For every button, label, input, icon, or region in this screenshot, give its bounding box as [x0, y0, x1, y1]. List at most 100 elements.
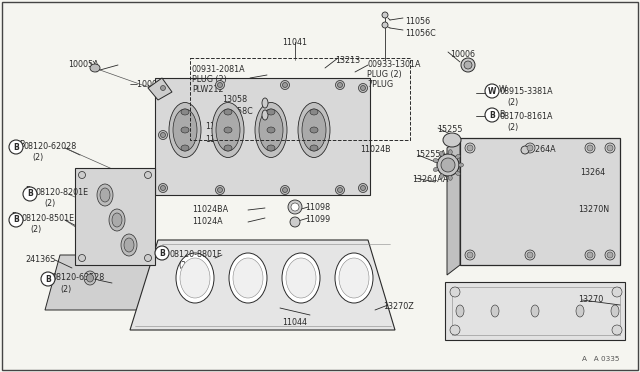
- Ellipse shape: [86, 274, 93, 282]
- Ellipse shape: [358, 183, 367, 192]
- Ellipse shape: [216, 186, 225, 195]
- Ellipse shape: [262, 110, 268, 120]
- Text: B: B: [19, 140, 24, 149]
- Text: 13058C: 13058C: [222, 107, 253, 116]
- Text: B: B: [27, 189, 33, 199]
- Text: 13058: 13058: [222, 95, 247, 104]
- Ellipse shape: [456, 154, 460, 159]
- Ellipse shape: [282, 253, 320, 303]
- Ellipse shape: [437, 154, 459, 176]
- Ellipse shape: [310, 127, 318, 133]
- Text: 15255: 15255: [437, 125, 463, 134]
- Text: PLUG (2): PLUG (2): [367, 70, 402, 79]
- Ellipse shape: [458, 163, 463, 167]
- Ellipse shape: [233, 258, 263, 298]
- Ellipse shape: [335, 186, 344, 195]
- Text: 13270Z: 13270Z: [383, 302, 413, 311]
- Ellipse shape: [212, 103, 244, 157]
- Text: 08120-63528: 08120-63528: [52, 273, 105, 282]
- Text: 00933-1301A: 00933-1301A: [367, 60, 420, 69]
- Circle shape: [485, 84, 499, 98]
- Ellipse shape: [181, 109, 189, 115]
- Ellipse shape: [443, 133, 461, 147]
- Ellipse shape: [124, 238, 134, 252]
- Polygon shape: [75, 168, 155, 265]
- Ellipse shape: [467, 252, 473, 258]
- Ellipse shape: [360, 186, 365, 190]
- Ellipse shape: [267, 127, 275, 133]
- Ellipse shape: [448, 150, 452, 155]
- Ellipse shape: [339, 258, 369, 298]
- Text: W: W: [488, 87, 496, 96]
- Polygon shape: [148, 78, 172, 100]
- Text: 13270N: 13270N: [578, 205, 609, 214]
- Ellipse shape: [173, 109, 197, 151]
- Ellipse shape: [576, 305, 584, 317]
- Ellipse shape: [531, 305, 539, 317]
- Ellipse shape: [216, 80, 225, 90]
- Text: B: B: [157, 248, 163, 257]
- Text: 24136S: 24136S: [25, 255, 55, 264]
- Polygon shape: [447, 138, 460, 275]
- Ellipse shape: [440, 174, 444, 179]
- Text: (2): (2): [44, 199, 55, 208]
- Ellipse shape: [465, 143, 475, 153]
- Ellipse shape: [605, 250, 615, 260]
- Ellipse shape: [109, 209, 125, 231]
- Text: 11024A: 11024A: [192, 217, 223, 226]
- Text: 08120-8201E: 08120-8201E: [36, 188, 89, 197]
- Ellipse shape: [180, 258, 210, 298]
- Ellipse shape: [100, 188, 110, 202]
- Ellipse shape: [290, 217, 300, 227]
- Ellipse shape: [360, 86, 365, 90]
- Text: B: B: [45, 275, 51, 283]
- Text: B: B: [13, 215, 19, 224]
- Ellipse shape: [302, 109, 326, 151]
- Text: 11056C: 11056C: [405, 29, 436, 38]
- Text: 10006: 10006: [450, 50, 475, 59]
- Polygon shape: [155, 78, 370, 195]
- Ellipse shape: [282, 187, 287, 192]
- Ellipse shape: [159, 131, 168, 140]
- Ellipse shape: [433, 167, 438, 171]
- Text: 11024B: 11024B: [205, 135, 236, 144]
- Text: 13270: 13270: [578, 295, 604, 304]
- Text: (2): (2): [507, 123, 518, 132]
- Ellipse shape: [612, 325, 622, 335]
- Polygon shape: [445, 282, 625, 340]
- Ellipse shape: [337, 187, 342, 192]
- Polygon shape: [45, 255, 175, 310]
- Text: 11024B: 11024B: [205, 122, 236, 131]
- Text: 13264AA: 13264AA: [412, 175, 449, 184]
- Circle shape: [23, 187, 37, 201]
- Text: 11044: 11044: [282, 318, 307, 327]
- Text: (2): (2): [30, 225, 41, 234]
- Ellipse shape: [145, 171, 152, 179]
- Ellipse shape: [218, 187, 223, 192]
- Ellipse shape: [440, 151, 444, 156]
- Ellipse shape: [612, 287, 622, 297]
- Ellipse shape: [291, 203, 299, 211]
- Ellipse shape: [335, 80, 344, 90]
- Text: 11098: 11098: [305, 203, 330, 212]
- Text: (2): (2): [507, 98, 518, 107]
- Text: 00931-2081A: 00931-2081A: [192, 65, 246, 74]
- Ellipse shape: [288, 200, 302, 214]
- Ellipse shape: [218, 83, 223, 87]
- Bar: [452, 287, 620, 335]
- Ellipse shape: [337, 83, 342, 87]
- Ellipse shape: [461, 58, 475, 72]
- Ellipse shape: [176, 253, 214, 303]
- Ellipse shape: [465, 250, 475, 260]
- Text: B: B: [13, 142, 19, 151]
- Ellipse shape: [585, 143, 595, 153]
- Text: B: B: [43, 273, 49, 282]
- Ellipse shape: [224, 127, 232, 133]
- Ellipse shape: [587, 145, 593, 151]
- Ellipse shape: [121, 234, 137, 256]
- Ellipse shape: [97, 184, 113, 206]
- Ellipse shape: [282, 83, 287, 87]
- Text: 7PLUG: 7PLUG: [367, 80, 393, 89]
- Ellipse shape: [587, 252, 593, 258]
- Ellipse shape: [607, 252, 613, 258]
